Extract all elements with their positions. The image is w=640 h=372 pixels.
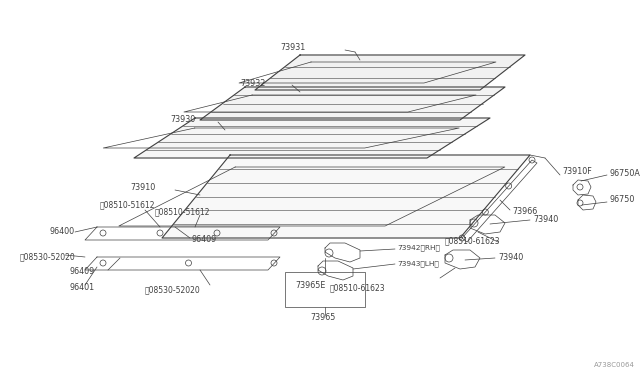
Text: 73940: 73940 xyxy=(498,253,524,262)
Text: A738C0064: A738C0064 xyxy=(594,362,635,368)
Text: 96401: 96401 xyxy=(70,282,95,292)
Text: 73965: 73965 xyxy=(310,314,335,323)
Text: Ⓢ08530-52020: Ⓢ08530-52020 xyxy=(145,285,201,295)
Text: 73910: 73910 xyxy=(130,183,156,192)
Text: 73930: 73930 xyxy=(170,115,195,125)
Text: 96409: 96409 xyxy=(192,235,217,244)
Text: Ⓢ08510-51612: Ⓢ08510-51612 xyxy=(100,201,156,209)
Text: 73966: 73966 xyxy=(512,208,537,217)
Text: 73940: 73940 xyxy=(533,215,558,224)
Bar xyxy=(285,272,365,307)
Text: 73931: 73931 xyxy=(280,44,305,52)
Text: 73943・LH・: 73943・LH・ xyxy=(397,261,439,267)
Polygon shape xyxy=(134,118,490,158)
Text: Ⓢ08510-61623: Ⓢ08510-61623 xyxy=(330,283,386,292)
Text: Ⓢ08530-52020: Ⓢ08530-52020 xyxy=(20,253,76,262)
Text: 96750: 96750 xyxy=(610,196,636,205)
Text: Ⓢ08510-51612: Ⓢ08510-51612 xyxy=(155,208,211,217)
Polygon shape xyxy=(200,87,505,120)
Text: Ⓢ08510-61623: Ⓢ08510-61623 xyxy=(445,237,500,246)
Text: 96409: 96409 xyxy=(70,267,95,276)
Polygon shape xyxy=(255,55,525,90)
Text: 73942・RH・: 73942・RH・ xyxy=(397,245,440,251)
Text: 73910F: 73910F xyxy=(562,167,592,176)
Text: 96750A: 96750A xyxy=(610,169,640,177)
Text: 73932: 73932 xyxy=(240,78,266,87)
Polygon shape xyxy=(162,155,530,238)
Text: 96400: 96400 xyxy=(50,228,75,237)
Text: 73965E: 73965E xyxy=(295,280,325,289)
